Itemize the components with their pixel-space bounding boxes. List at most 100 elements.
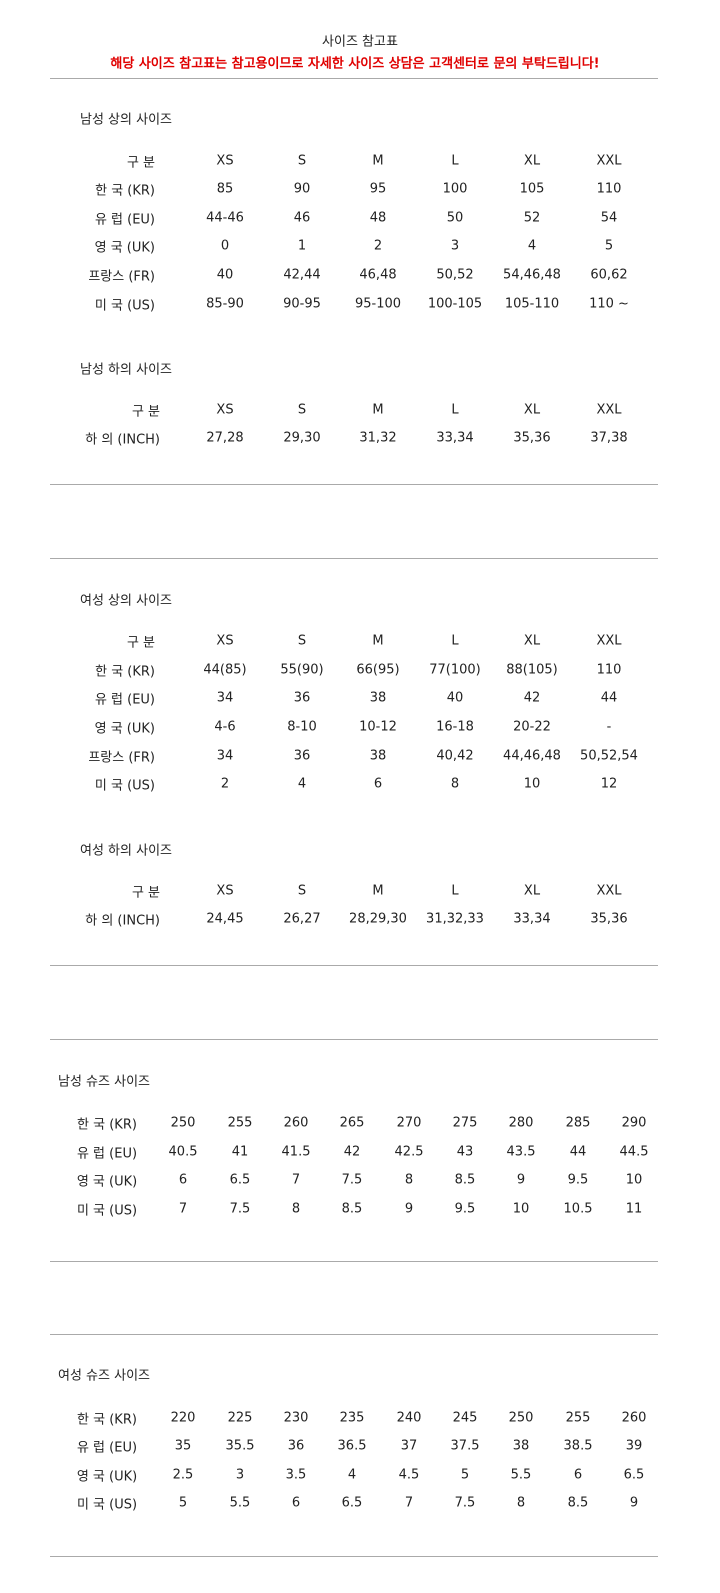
header-cell: XL (523, 402, 541, 418)
table-cell: 6.5 (229, 1172, 251, 1188)
table-cell: 9 (516, 1172, 526, 1188)
table-cell: 37 (400, 1438, 418, 1454)
table-cell: 9.5 (567, 1172, 589, 1188)
table-cell: 5 (178, 1495, 188, 1511)
section-heading: 남성 하의 사이즈 (80, 362, 172, 378)
table-cell: 33,34 (436, 430, 474, 446)
table-cell: 5.5 (229, 1495, 251, 1511)
row-label: 미 국 (US) (94, 298, 155, 314)
row-label: 하 의 (INCH) (85, 913, 160, 929)
divider (50, 1556, 658, 1557)
table-cell: 44 (600, 690, 618, 706)
table-cell: 40,42 (436, 748, 474, 764)
divider (50, 1334, 658, 1335)
table-cell: 220 (170, 1410, 196, 1426)
table-cell: 46 (293, 210, 311, 226)
table-cell: 5 (604, 238, 614, 254)
table-cell: 41 (231, 1144, 249, 1160)
row-label: 구 분 (131, 885, 160, 901)
table-cell: 38 (369, 748, 387, 764)
header-cell: S (297, 883, 307, 899)
table-cell: 36 (293, 748, 311, 764)
table-cell: 11 (625, 1201, 643, 1217)
table-cell: 42 (343, 1144, 361, 1160)
section-heading: 여성 상의 사이즈 (80, 593, 172, 609)
table-cell: 100-105 (427, 296, 483, 312)
table-cell: 10.5 (563, 1201, 593, 1217)
table-cell: 54,46,48 (503, 267, 561, 283)
table-cell: 280 (508, 1115, 534, 1131)
table-cell: - (606, 719, 612, 735)
table-cell: 270 (396, 1115, 422, 1131)
table-cell: 10 (512, 1201, 530, 1217)
table-cell: 235 (339, 1410, 365, 1426)
row-label: 영 국 (UK) (94, 240, 155, 256)
table-cell: 100 (442, 181, 468, 197)
table-cell: 35.5 (225, 1438, 255, 1454)
header-cell: L (451, 402, 459, 418)
table-cell: 38 (369, 690, 387, 706)
table-cell: 6.5 (623, 1467, 645, 1483)
table-cell: 6 (178, 1172, 188, 1188)
table-cell: 36 (293, 690, 311, 706)
table-cell: 10 (625, 1172, 643, 1188)
table-cell: 230 (283, 1410, 309, 1426)
table-cell: 26,27 (283, 911, 321, 927)
table-cell: 50,52,54 (580, 748, 638, 764)
table-cell: 8 (516, 1495, 526, 1511)
table-cell: 38.5 (563, 1438, 593, 1454)
table-cell: 10 (523, 776, 541, 792)
table-cell: 2.5 (172, 1467, 194, 1483)
table-cell: 44-46 (206, 210, 244, 226)
table-cell: 8-10 (287, 719, 317, 735)
row-label: 영 국 (UK) (94, 721, 155, 737)
table-cell: 250 (170, 1115, 196, 1131)
table-cell: 55(90) (280, 662, 324, 678)
header-cell: S (297, 402, 307, 418)
table-cell: 6.5 (341, 1495, 363, 1511)
row-label: 구 분 (126, 155, 155, 171)
table-cell: 43 (456, 1144, 474, 1160)
header-cell: XS (216, 633, 234, 649)
table-cell: 8 (291, 1201, 301, 1217)
row-label: 영 국 (UK) (76, 1469, 138, 1485)
table-cell: 40 (446, 690, 464, 706)
table-cell: 38 (512, 1438, 530, 1454)
table-cell: 3.5 (285, 1467, 307, 1483)
table-cell: 36 (287, 1438, 305, 1454)
header-cell: XXL (596, 402, 622, 418)
header-cell: M (372, 633, 384, 649)
section-heading: 여성 슈즈 사이즈 (58, 1368, 150, 1384)
table-cell: 60,62 (590, 267, 628, 283)
table-cell: 9.5 (454, 1201, 476, 1217)
table-cell: 44,46,48 (503, 748, 561, 764)
header-cell: XS (216, 153, 234, 169)
table-cell: 255 (565, 1410, 591, 1426)
row-label: 프랑스 (FR) (88, 750, 155, 766)
table-cell: 3 (450, 238, 460, 254)
section-heading: 여성 하의 사이즈 (80, 843, 172, 859)
table-cell: 110 (596, 181, 622, 197)
header-cell: L (451, 153, 459, 169)
table-cell: 260 (621, 1410, 647, 1426)
table-cell: 1 (297, 238, 307, 254)
table-cell: 7.5 (229, 1201, 251, 1217)
table-cell: 95-100 (354, 296, 402, 312)
table-cell: 255 (227, 1115, 253, 1131)
row-label: 미 국 (US) (76, 1497, 138, 1513)
row-label: 유 럽 (EU) (94, 212, 155, 228)
table-cell: 34 (216, 748, 234, 764)
table-cell: 285 (565, 1115, 591, 1131)
table-cell: 6 (291, 1495, 301, 1511)
table-cell: 40 (216, 267, 234, 283)
table-cell: 265 (339, 1115, 365, 1131)
table-cell: 10-12 (359, 719, 397, 735)
row-label: 유 럽 (EU) (76, 1440, 138, 1456)
table-cell: 9 (629, 1495, 639, 1511)
table-cell: 105-110 (504, 296, 560, 312)
row-label: 한 국 (KR) (95, 664, 155, 680)
row-label: 미 국 (US) (94, 778, 155, 794)
table-cell: 31,32,33 (426, 911, 484, 927)
table-cell: 27,28 (206, 430, 244, 446)
divider (50, 484, 658, 485)
